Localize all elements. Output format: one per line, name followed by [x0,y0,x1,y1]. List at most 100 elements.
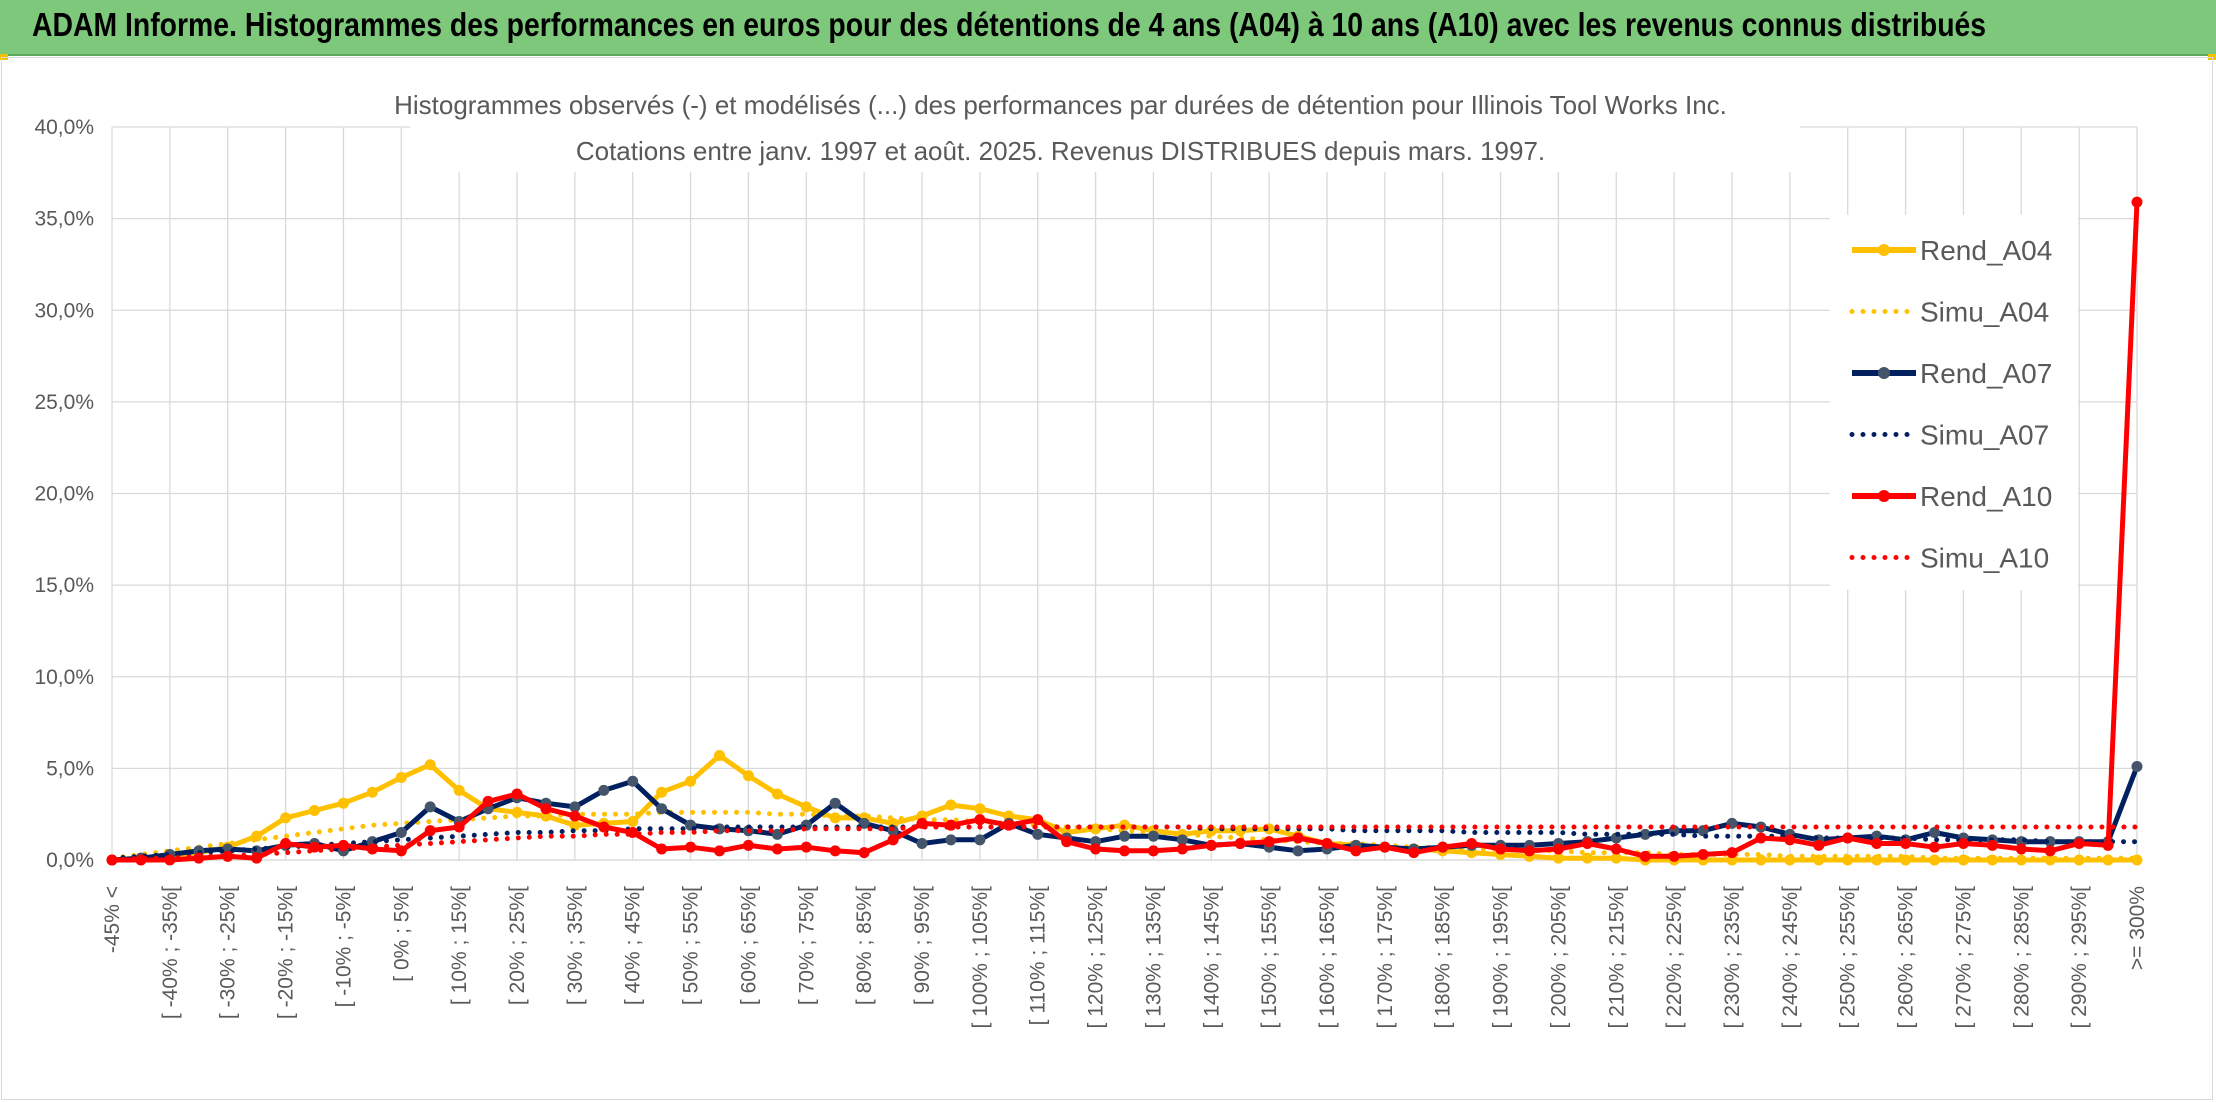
data-point [742,839,754,851]
legend: Rend_A04 Simu_A04 Rend_A07 Simu_A07 Rend_A10… [1830,215,2078,590]
data-point [453,821,465,833]
data-point [569,810,581,822]
grid-layer [111,126,2138,861]
data-point [222,850,234,862]
data-point [2044,845,2056,857]
data-point [1090,843,1102,855]
data-point [2073,854,2085,866]
data-point [453,784,465,796]
data-point [974,803,986,815]
data-point [945,834,957,846]
legend-label: Rend_A10 [1920,481,2052,512]
data-point [1726,847,1738,859]
x-tick-label: [ 110% ; 115%[ [1027,886,1050,1025]
data-point [482,795,494,807]
data-point [1813,854,1825,866]
data-point [1176,834,1188,846]
legend-item-rend-a10: Rend_A10 [1852,481,2052,512]
x-tick-label: [ -40% ; -35%[ [159,886,182,1019]
series-line [111,753,2137,863]
y-tick-label: 40,0% [34,116,94,139]
data-point [395,827,407,839]
y-tick-label: 0,0% [46,849,94,872]
x-tick-label: [ 260% ; 265%[ [1895,886,1918,1029]
data-point [598,784,610,796]
data-point [1581,838,1593,850]
data-point [1437,841,1449,853]
data-point [1466,838,1478,850]
x-tick-label: [ 220% ; 225%[ [1663,886,1686,1029]
data-point [1205,839,1217,851]
data-point [1379,841,1391,853]
data-point [395,845,407,857]
x-tick-label: [ 170% ; 175%[ [1374,886,1397,1029]
x-tick-label: [ 30% ; 35%[ [564,886,587,1005]
data-point [511,788,523,800]
data-point [1668,850,1680,862]
data-point [1234,838,1246,850]
data-point [1871,838,1883,850]
chart-title-line-2: Cotations entre janv. 1997 et août. 2025… [576,136,1545,166]
x-tick-label: [ 180% ; 185%[ [1432,886,1455,1029]
data-point [1176,843,1188,855]
data-point [685,775,697,787]
data-point [1321,838,1333,850]
x-tick-label: [ -10% ; -5%[ [332,886,355,1008]
data-point [945,799,957,811]
legend-label: Simu_A04 [1920,297,2049,328]
data-point [1292,845,1304,857]
y-tick-label: 20,0% [34,483,94,506]
data-point [1929,841,1940,853]
x-tick-label: [ 240% ; 245%[ [1779,886,1802,1029]
data-point [540,803,552,815]
data-point [2131,196,2143,208]
data-point [1581,852,1593,864]
x-tick-label: [ 150% ; 155%[ [1258,886,1281,1029]
data-point [627,816,639,828]
legend-marker [1878,244,1890,256]
data-point [1495,843,1507,855]
legend-label: Rend_A07 [1920,358,2052,389]
x-tick-label: [ 250% ; 255%[ [1837,886,1860,1029]
data-point [1408,847,1420,859]
x-tick-label: [ -30% ; -25%[ [217,886,240,1019]
data-point [1697,849,1709,861]
x-tick-label: [ 210% ; 215%[ [1605,886,1628,1029]
data-point [656,803,668,815]
y-tick-label: 35,0% [34,208,94,231]
x-tick-label: [ 160% ; 165%[ [1316,886,1339,1029]
data-point [1061,836,1073,848]
data-point [1813,839,1825,851]
data-point [656,843,668,855]
data-point [829,845,841,857]
data-point [1784,834,1796,846]
data-point [1610,852,1622,864]
x-tick-label: [ 290% ; 295%[ [2068,886,2091,1029]
x-tick-label: [ 70% ; 75%[ [795,886,818,1005]
x-tick-label: [ 0% ; 5%[ [390,886,413,982]
data-point [974,814,986,826]
data-point [1263,836,1275,848]
data-point [829,797,841,809]
legend-label: Simu_A07 [1920,420,2049,451]
data-point [424,759,436,771]
x-axis-ticks: -45% < [ -40% ; -35%[[ -30% ; -25%[[ -20%… [101,886,2149,1029]
chart-title-line-1: Histogrammes observés (-) et modélisés (… [394,90,1727,120]
data-point [974,834,986,846]
data-point [424,801,436,813]
data-point [1292,832,1304,844]
data-point [627,775,639,787]
legend-background [1830,215,2078,590]
x-tick-label: [ 140% ; 145%[ [1200,886,1223,1029]
data-point [1639,850,1651,862]
data-point [771,843,783,855]
data-point [1552,843,1564,855]
data-point [1610,843,1622,855]
series-line [109,824,2140,863]
data-point [714,750,725,762]
x-tick-label: [ 40% ; 45%[ [622,886,645,1005]
data-point [656,786,668,798]
data-point [2102,854,2114,866]
series-simu-a10 [109,824,2140,863]
chart-title-background [410,86,1800,172]
